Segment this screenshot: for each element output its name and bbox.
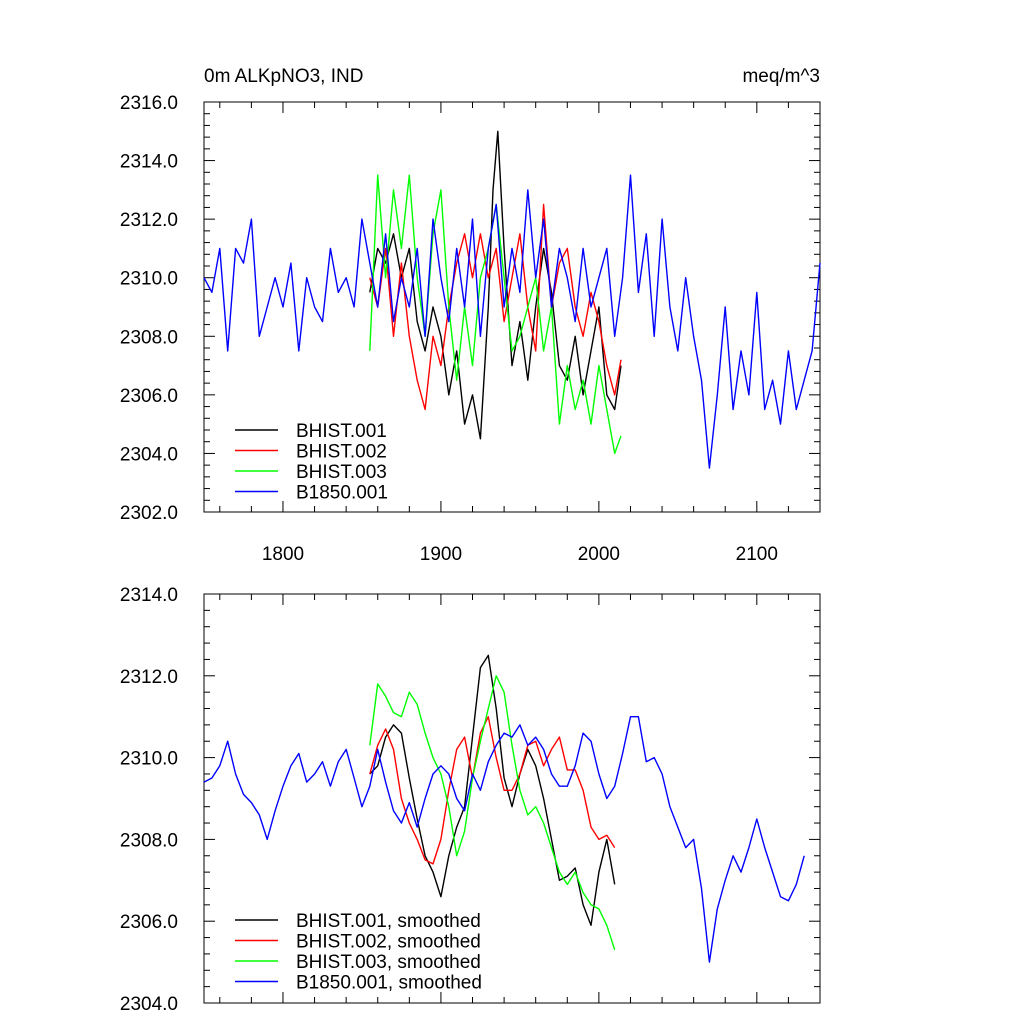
- series-line-bhist-002: [369, 203, 622, 411]
- y-tick-label: 2316.0: [120, 93, 178, 114]
- y-tick-label: 2312.0: [120, 210, 178, 231]
- bottom-plot-frame: [203, 593, 821, 1004]
- y-tick-label: 2306.0: [120, 912, 178, 933]
- series-line-b1850-001: [203, 174, 821, 469]
- y-tick-label: 2312.0: [120, 667, 178, 688]
- top-plot-frame: [203, 101, 821, 513]
- y-tick-label: 2310.0: [120, 749, 178, 770]
- legend-label: B1850.001, smoothed: [296, 973, 482, 994]
- top-title-right: meq/m^3: [742, 66, 820, 87]
- bottom-panel: 2304.0 2306.0 2308.0 2310.0 2312.0 2314.0 BHI…: [120, 585, 821, 1015]
- legend-label: BHIST.003, smoothed: [296, 952, 481, 973]
- y-tick-label: 2308.0: [120, 327, 178, 348]
- legend-label: BHIST.001, smoothed: [296, 911, 481, 932]
- y-tick-label: 2314.0: [120, 152, 178, 173]
- series-line-bhist-003-smoothed: [369, 675, 616, 951]
- y-tick-label: 2306.0: [120, 386, 178, 407]
- y-tick-label: 2308.0: [120, 830, 178, 851]
- series-line-bhist-001-smoothed: [369, 654, 616, 926]
- y-tick-label: 2314.0: [120, 585, 178, 606]
- legend-label: BHIST.001: [296, 421, 387, 442]
- y-tick-label: 2302.0: [120, 503, 178, 524]
- y-tick-label: 2304.0: [120, 444, 178, 465]
- series-line-bhist-001: [369, 130, 622, 440]
- y-tick-label: 2310.0: [120, 269, 178, 290]
- x-tick-label: 1900: [420, 544, 462, 565]
- legend-label: BHIST.002: [296, 442, 387, 463]
- top-axis-ticks: 2302.0 2304.0 2306.0 2308.0 2310.0 2312.0 2314…: [120, 93, 821, 565]
- y-tick-label: 2304.0: [120, 994, 178, 1015]
- x-tick-label: 1800: [262, 544, 304, 565]
- top-series-lines: [203, 130, 821, 469]
- legend-label: BHIST.003: [296, 462, 387, 483]
- top-title-left: 0m ALKpNO3, IND: [204, 66, 363, 87]
- series-line-b1850-001-smoothed: [203, 716, 805, 963]
- bottom-axis-ticks: 2304.0 2306.0 2308.0 2310.0 2312.0 2314.0: [120, 585, 821, 1015]
- legend-label: BHIST.002, smoothed: [296, 932, 481, 953]
- series-line-bhist-002-smoothed: [369, 716, 616, 865]
- x-tick-label: 2000: [578, 544, 620, 565]
- legend-label: B1850.001: [296, 483, 388, 504]
- bottom-series-lines: [203, 654, 805, 963]
- top-panel: 0m ALKpNO3, IND meq/m^3 2302.0 2304.0 2306…: [120, 66, 821, 565]
- x-tick-label: 2100: [736, 544, 778, 565]
